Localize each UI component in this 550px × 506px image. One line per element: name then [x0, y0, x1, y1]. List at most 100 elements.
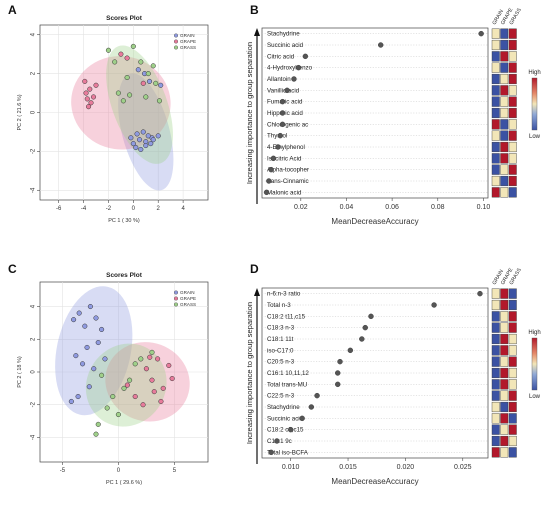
data-point-grass	[105, 47, 111, 53]
data-point-grass	[149, 349, 155, 355]
heatmap-cell	[500, 39, 509, 51]
heatmap-cell	[500, 435, 509, 447]
category-label: Thymol	[267, 133, 287, 140]
colorbar	[531, 77, 538, 131]
heatmap-cell	[500, 299, 509, 311]
data-point-grain	[134, 131, 140, 137]
heatmap-cell	[500, 379, 509, 390]
heatmap-cell	[500, 288, 509, 299]
data-point-grass	[130, 43, 136, 49]
category-label: Total iso-BCFA	[267, 449, 309, 456]
data-point-grape	[85, 104, 92, 110]
data-point-grain	[86, 384, 92, 390]
x-axis-label: MeanDecreaseAccuracy	[331, 217, 418, 226]
x-tick-label: 2	[157, 206, 161, 212]
importance-dot	[368, 313, 374, 320]
data-point-grass	[138, 59, 144, 65]
heatmap-cell	[508, 311, 517, 322]
heatmap-cell	[500, 187, 509, 198]
importance-dot	[268, 449, 274, 456]
y-axis-label: PC 2 ( 18 %)	[17, 356, 23, 388]
plot-area	[261, 27, 489, 199]
legend-marker	[173, 302, 178, 307]
importance-dot	[275, 144, 281, 150]
legend-label: GRAIN	[180, 290, 195, 295]
importance-dot	[362, 324, 368, 331]
heatmap-cell	[500, 175, 509, 187]
heatmap-cell	[491, 447, 500, 458]
importance-dot	[378, 42, 384, 48]
data-point-grape	[155, 356, 161, 362]
data-point-grape	[166, 362, 172, 369]
data-point-grain	[68, 398, 74, 405]
y-tick-label: 0	[31, 370, 37, 374]
heatmap-cell	[491, 107, 500, 119]
category-label: Chlorogenic ac	[267, 121, 308, 128]
x-axis-label: PC 1 ( 29.6 %)	[106, 480, 142, 486]
data-point-grain	[80, 361, 86, 367]
category-label: C18:3 n-3	[267, 325, 295, 332]
x-tick-label: 0.020	[397, 464, 415, 471]
category-label: Stachydrine	[267, 404, 300, 411]
heatmap-cell	[508, 379, 517, 390]
category-label: C18:2 t11,c15	[267, 313, 306, 320]
importance-dot	[308, 404, 315, 410]
panel-letter: A	[8, 3, 17, 17]
heatmap-cell	[508, 39, 517, 51]
x-tick-label: -2	[106, 206, 112, 212]
category-label: Succinic acid	[267, 42, 304, 49]
category-label: iso-C17:0	[267, 347, 294, 354]
data-point-grape	[124, 382, 130, 388]
heatmap-cell	[491, 413, 500, 424]
heatmap-cell	[491, 153, 500, 164]
category-label: n-6:n-3 ratio	[267, 291, 301, 298]
heatmap-cell	[500, 141, 509, 153]
data-point-grain	[137, 137, 143, 143]
data-point-grain	[76, 310, 82, 316]
heatmap-cell	[500, 333, 509, 345]
x-tick-label: 0.025	[454, 464, 472, 471]
data-point-grass	[115, 90, 121, 96]
colorbar-high-label: High	[528, 330, 540, 336]
x-tick-label: 4	[181, 206, 185, 212]
category-label: C18:1 11t	[267, 336, 294, 343]
data-point-grape	[83, 90, 89, 96]
data-point-grain	[128, 135, 134, 141]
data-point-grass	[143, 94, 149, 100]
category-label: Isocitric Acid	[267, 155, 302, 162]
heatmap-cell	[500, 447, 509, 458]
heatmap-cell	[491, 322, 500, 333]
data-point-grape	[82, 78, 88, 84]
y-axis-label: PC 2 ( 21.6 %)	[17, 94, 23, 130]
importance-dot	[277, 132, 283, 139]
category-label: C16:1 10,11,12	[267, 370, 309, 377]
heatmap-cell	[500, 107, 509, 119]
heatmap-cell	[491, 141, 500, 153]
colorbar-low-label: Low	[529, 134, 541, 140]
legend-label: GRAIN	[180, 33, 195, 38]
heatmap-cell	[500, 85, 509, 96]
x-tick-label: 0.04	[340, 204, 354, 211]
data-point-grape	[88, 100, 94, 106]
heatmap-cell	[491, 39, 500, 51]
data-point-grape	[149, 377, 155, 383]
heatmap-cell	[508, 413, 517, 424]
data-point-grape	[140, 402, 146, 408]
heatmap-cell	[508, 322, 517, 333]
panel-letter: C	[8, 262, 17, 276]
heatmap-cell	[491, 299, 500, 311]
data-point-grain	[71, 317, 77, 323]
heatmap-cell	[491, 187, 500, 198]
data-point-grain	[102, 356, 108, 362]
data-point-grain	[148, 141, 154, 147]
data-point-grain	[82, 323, 88, 329]
data-point-grain	[150, 137, 156, 143]
heatmap-cell	[508, 333, 517, 345]
y-tick-label: -2	[31, 401, 37, 407]
category-label: Allantoin	[267, 76, 291, 83]
data-point-grape	[124, 55, 130, 61]
importance-dot	[337, 358, 343, 365]
data-point-grape	[169, 375, 175, 382]
importance-dot	[302, 53, 309, 60]
heatmap-cell	[508, 107, 517, 119]
